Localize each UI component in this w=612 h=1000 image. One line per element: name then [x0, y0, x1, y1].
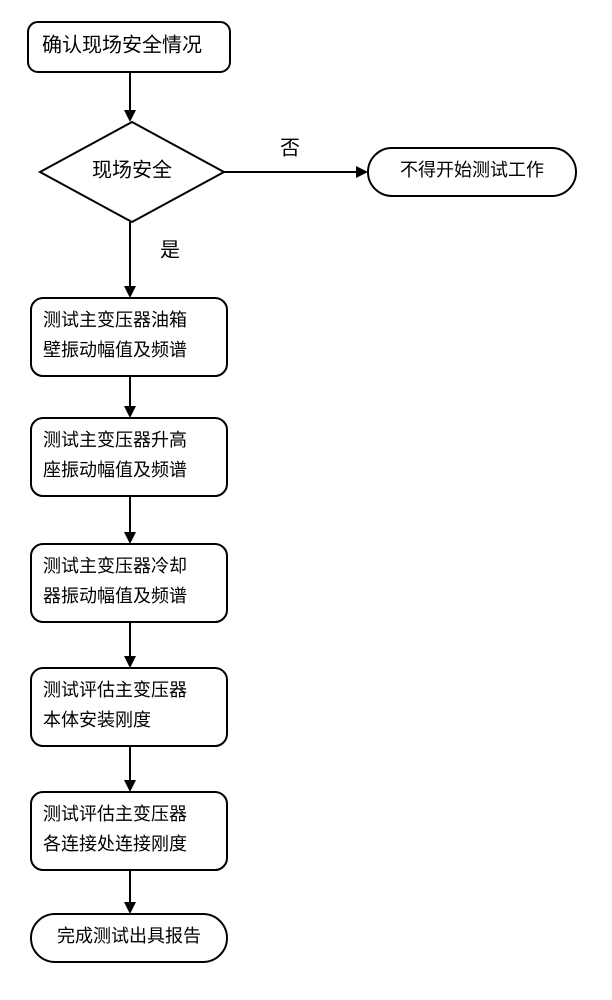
- arrowhead-icon: [124, 110, 136, 122]
- node-text-line: 确认现场安全情况: [42, 34, 202, 57]
- node-text-line: 本体安装刚度: [43, 710, 151, 730]
- arrowhead-icon: [124, 902, 136, 914]
- node-text-line: 测试主变压器冷却: [43, 556, 187, 576]
- node-text-line: 测试主变压器升高: [43, 430, 187, 450]
- node-text-line: 测试评估主变压器: [43, 804, 187, 824]
- edge-label: 是: [160, 240, 180, 262]
- arrowhead-icon: [124, 532, 136, 544]
- node-text-line: 现场安全: [92, 159, 172, 182]
- flowchart-canvas: 确认现场安全情况现场安全 不得开始测试工作测试主变压器油箱壁振动幅值及频谱测试主变…: [0, 0, 612, 1000]
- arrowhead-icon: [124, 780, 136, 792]
- arrowhead-icon: [124, 656, 136, 668]
- arrowhead-icon: [356, 166, 368, 178]
- arrowhead-icon: [124, 406, 136, 418]
- node-text-line: 器振动幅值及频谱: [43, 586, 187, 606]
- node-text-line: 各连接处连接刚度: [43, 834, 187, 854]
- edge-label: 否: [280, 138, 300, 160]
- arrowhead-icon: [124, 286, 136, 298]
- node-text-line: 测试评估主变压器: [43, 680, 187, 700]
- node-text-line: 壁振动幅值及频谱: [43, 340, 187, 360]
- node-text-line: 测试主变压器油箱: [43, 310, 187, 330]
- node-text-line: 座振动幅值及频谱: [43, 460, 187, 480]
- node-text-line: 完成测试出具报告: [57, 926, 201, 946]
- node-text-line: 不得开始测试工作: [400, 160, 544, 180]
